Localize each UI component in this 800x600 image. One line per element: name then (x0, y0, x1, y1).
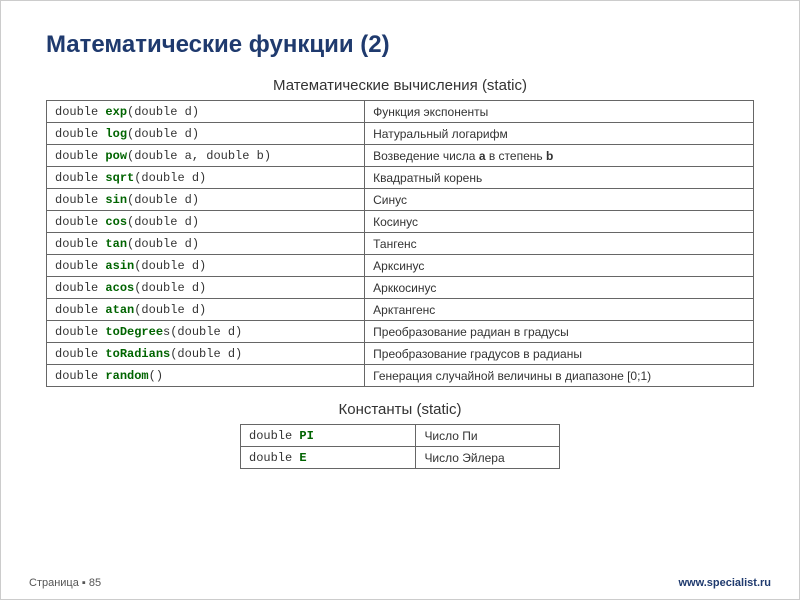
description-cell: Арктангенс (365, 299, 754, 321)
table-row: double exp(double d)Функция экспоненты (47, 101, 754, 123)
signature-cell: double tan(double d) (47, 233, 365, 255)
table-row: double toRadians(double d)Преобразование… (47, 343, 754, 365)
description-cell: Возведение числа a в степень b (365, 145, 754, 167)
subtitle-functions: Математические вычисления (static) (46, 77, 754, 94)
table-row: double acos(double d)Арккосинус (47, 277, 754, 299)
signature-cell: double pow(double a, double b) (47, 145, 365, 167)
description-cell: Преобразование градусов в радианы (365, 343, 754, 365)
description-cell: Число Эйлера (416, 447, 560, 469)
description-cell: Число Пи (416, 425, 560, 447)
description-cell: Арксинус (365, 255, 754, 277)
table-row: double sin(double d)Синус (47, 189, 754, 211)
description-cell: Натуральный логарифм (365, 123, 754, 145)
signature-cell: double sqrt(double d) (47, 167, 365, 189)
subtitle-constants: Константы (static) (46, 401, 754, 418)
signature-cell: double toDegrees(double d) (47, 321, 365, 343)
signature-cell: double sin(double d) (47, 189, 365, 211)
signature-cell: double cos(double d) (47, 211, 365, 233)
footer: Страница ▪ 85 www.specialist.ru (1, 577, 799, 589)
table-row: double pow(double a, double b)Возведение… (47, 145, 754, 167)
description-cell: Квадратный корень (365, 167, 754, 189)
table-row: double atan(double d)Арктангенс (47, 299, 754, 321)
signature-cell: double log(double d) (47, 123, 365, 145)
slide-title: Математические функции (2) (46, 31, 754, 59)
page-number: Страница ▪ 85 (29, 577, 101, 589)
signature-cell: double PI (241, 425, 416, 447)
functions-table: double exp(double d)Функция экспонентыdo… (46, 100, 754, 387)
signature-cell: double exp(double d) (47, 101, 365, 123)
description-cell: Генерация случайной величины в диапазоне… (365, 365, 754, 387)
site-url: www.specialist.ru (678, 577, 771, 589)
signature-cell: double random() (47, 365, 365, 387)
table-row: double sqrt(double d)Квадратный корень (47, 167, 754, 189)
constants-table: double PIЧисло Пиdouble EЧисло Эйлера (240, 424, 560, 469)
table-row: double random()Генерация случайной велич… (47, 365, 754, 387)
table-row: double cos(double d)Косинус (47, 211, 754, 233)
table-row: double PIЧисло Пи (241, 425, 560, 447)
signature-cell: double E (241, 447, 416, 469)
signature-cell: double acos(double d) (47, 277, 365, 299)
description-cell: Арккосинус (365, 277, 754, 299)
description-cell: Функция экспоненты (365, 101, 754, 123)
description-cell: Преобразование радиан в градусы (365, 321, 754, 343)
description-cell: Тангенс (365, 233, 754, 255)
table-row: double tan(double d)Тангенс (47, 233, 754, 255)
signature-cell: double atan(double d) (47, 299, 365, 321)
description-cell: Синус (365, 189, 754, 211)
description-cell: Косинус (365, 211, 754, 233)
table-row: double toDegrees(double d)Преобразование… (47, 321, 754, 343)
signature-cell: double asin(double d) (47, 255, 365, 277)
table-row: double log(double d)Натуральный логарифм (47, 123, 754, 145)
table-row: double asin(double d)Арксинус (47, 255, 754, 277)
signature-cell: double toRadians(double d) (47, 343, 365, 365)
table-row: double EЧисло Эйлера (241, 447, 560, 469)
